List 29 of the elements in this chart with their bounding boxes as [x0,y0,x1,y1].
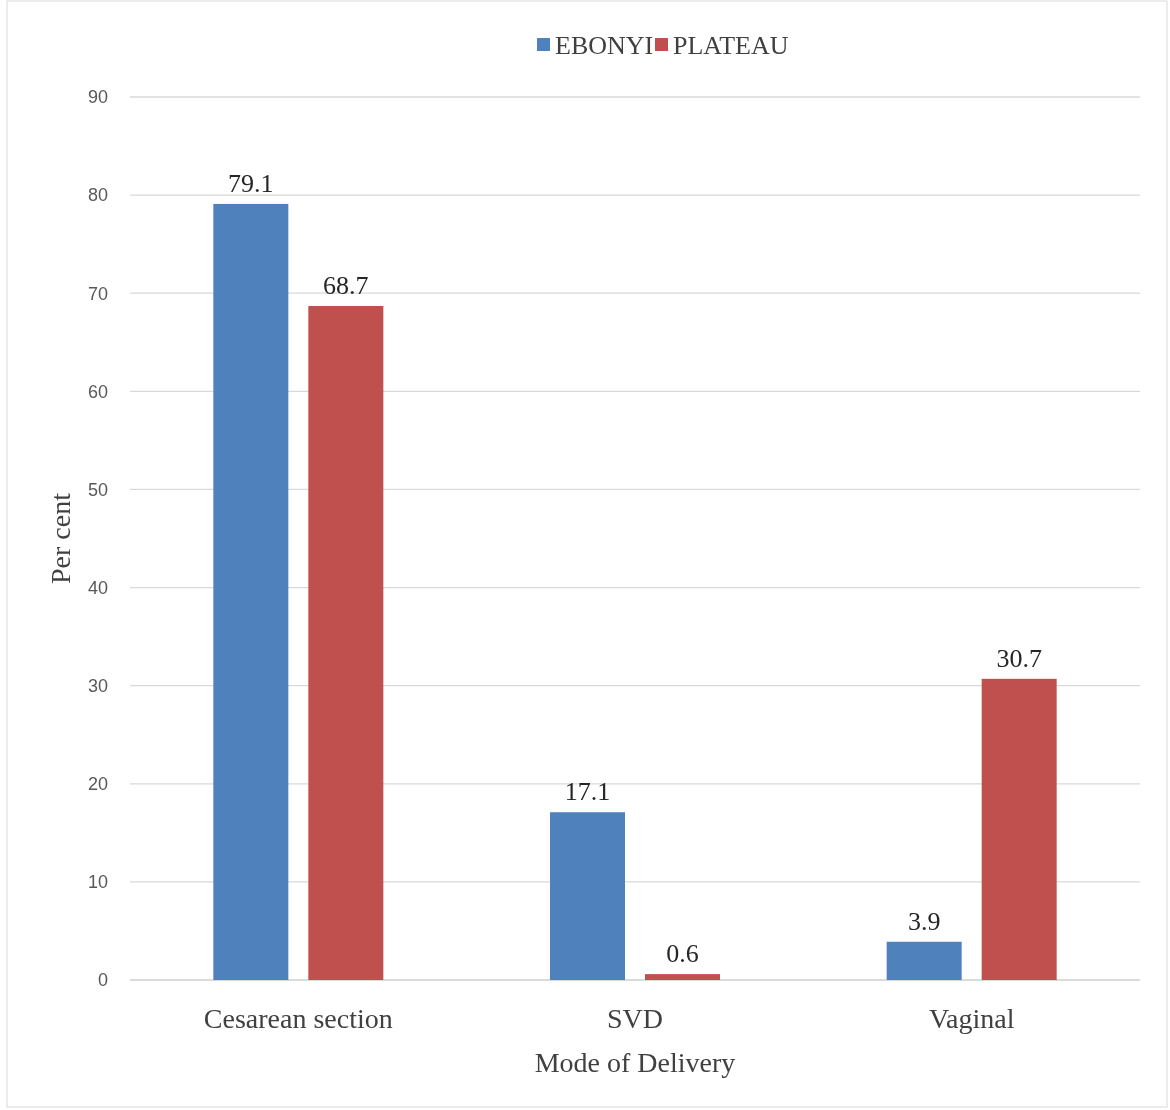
x-tick-label: Cesarean section [203,1003,393,1034]
bar [308,305,384,980]
x-tick-label: SVD [606,1003,664,1034]
y-tick-label: 20 [87,774,108,795]
y-tick-label: 80 [87,185,108,206]
bar [213,203,289,980]
data-label: 3.9 [907,906,941,936]
data-label: 17.1 [564,777,611,807]
y-tick-label: 40 [87,577,108,598]
bar [981,678,1057,980]
x-tick-label: Vaginal [928,1003,1015,1034]
y-tick-label: 30 [87,675,108,696]
data-label: 68.7 [323,270,369,300]
data-label: 30.7 [996,643,1042,673]
y-tick-label: 60 [87,381,108,402]
y-tick-label: 0 [97,970,108,991]
data-label: 79.1 [228,168,274,198]
y-axis-title: Per cent [45,492,76,584]
y-tick-label: 50 [87,479,108,500]
bar [550,812,625,980]
y-tick-label: 90 [87,87,108,108]
bar [886,941,962,980]
data-label: 0.6 [666,939,699,969]
bar [645,974,720,980]
x-axis-title: Mode of Delivery [534,1047,736,1078]
y-tick-label: 70 [87,283,108,304]
legend-label: PLATEAU [673,31,789,61]
y-tick-label: 10 [87,872,108,893]
legend-label: EBONYI [555,31,654,61]
